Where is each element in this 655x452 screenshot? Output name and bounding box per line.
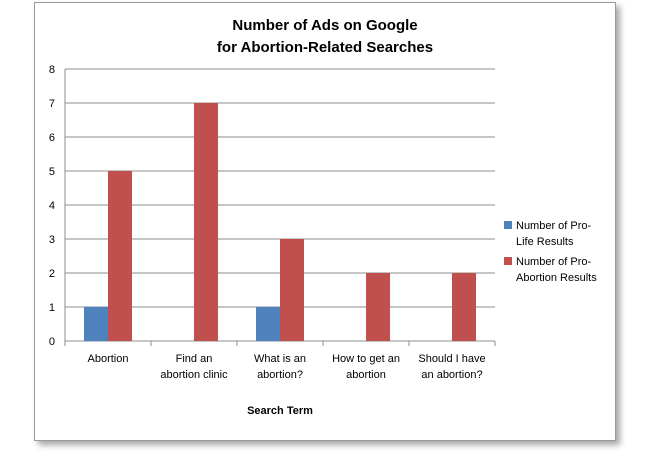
y-tick-label: 5 bbox=[49, 166, 55, 178]
y-tick-label: 7 bbox=[49, 98, 55, 110]
legend-swatch bbox=[504, 221, 512, 229]
legend-label: Life Results bbox=[516, 236, 574, 248]
legend-swatch bbox=[504, 257, 512, 265]
bar bbox=[280, 239, 304, 341]
bar bbox=[452, 273, 476, 341]
x-tick-label: How to get an bbox=[332, 353, 400, 365]
x-tick-label: abortion clinic bbox=[160, 369, 228, 381]
legend-label: Number of Pro- bbox=[516, 220, 592, 232]
x-axis-title: Search Term bbox=[247, 405, 313, 417]
x-tick-label: Should I have bbox=[418, 353, 485, 365]
y-tick-label: 6 bbox=[49, 132, 55, 144]
chart-title-line: Number of Ads on Google bbox=[232, 17, 417, 34]
bar-chart: Number of Ads on Google for Abortion-Rela… bbox=[49, 17, 597, 417]
legend-label: Abortion Results bbox=[516, 272, 597, 284]
legend-label: Number of Pro- bbox=[516, 256, 592, 268]
x-tick-label: Abortion bbox=[88, 353, 129, 365]
bar bbox=[108, 171, 132, 341]
y-tick-label: 8 bbox=[49, 64, 55, 76]
x-tick-label: Find an bbox=[176, 353, 213, 365]
bar bbox=[256, 307, 280, 341]
bar bbox=[366, 273, 390, 341]
x-tick-label: abortion? bbox=[257, 369, 303, 381]
y-tick-label: 3 bbox=[49, 234, 55, 246]
bar bbox=[194, 103, 218, 341]
y-tick-label: 0 bbox=[49, 336, 55, 348]
x-tick-label: an abortion? bbox=[421, 369, 482, 381]
chart-frame: Number of Ads on Google for Abortion-Rela… bbox=[34, 2, 616, 441]
x-tick-label: abortion bbox=[346, 369, 386, 381]
y-tick-label: 1 bbox=[49, 302, 55, 314]
bar bbox=[84, 307, 108, 341]
chart-title-line: for Abortion-Related Searches bbox=[217, 39, 433, 56]
y-tick-label: 4 bbox=[49, 200, 55, 212]
y-tick-label: 2 bbox=[49, 268, 55, 280]
x-tick-label: What is an bbox=[254, 353, 306, 365]
